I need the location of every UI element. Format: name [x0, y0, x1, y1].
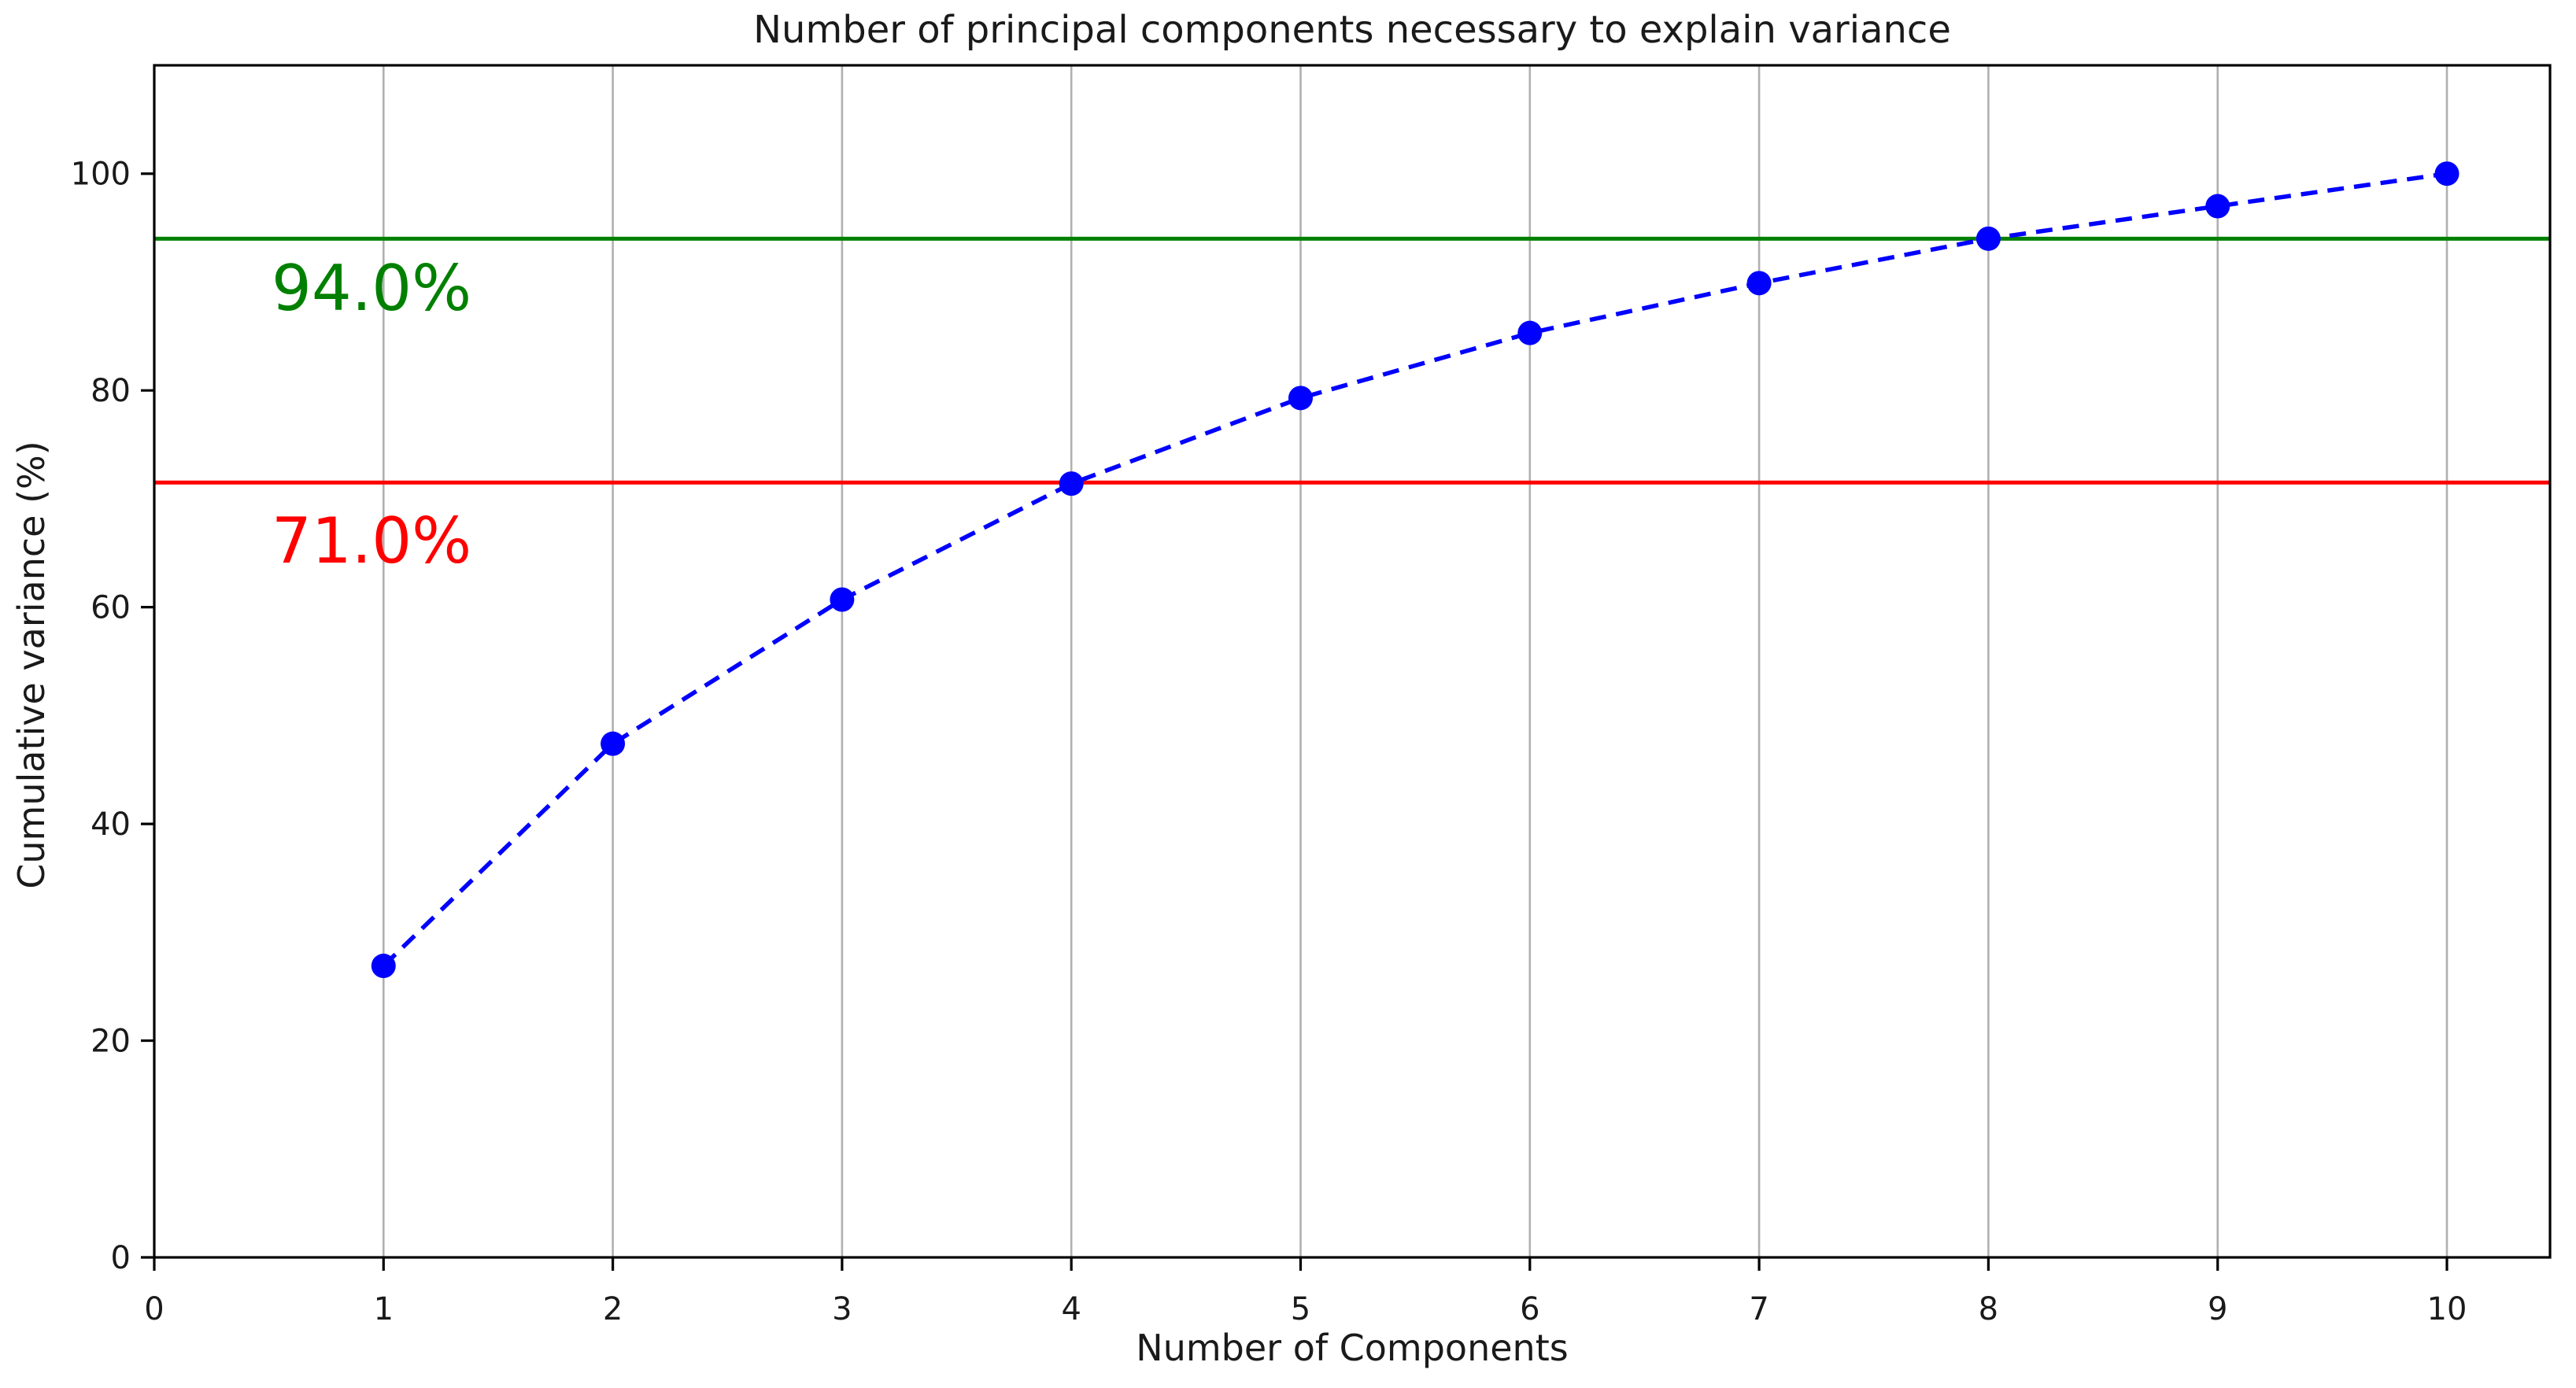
x-tick-label-4: 4 [1061, 1291, 1081, 1327]
chart-title: Number of principal components necessary… [753, 8, 1951, 52]
green-threshold-label: 94.0% [272, 252, 472, 325]
x-tick-label-10: 10 [2427, 1291, 2467, 1327]
data-point-3 [830, 587, 855, 612]
axes-spines [153, 64, 2552, 1259]
data-point-7 [1746, 271, 1772, 296]
series-line-cumulative-variance [382, 172, 2448, 968]
x-tick-label-8: 8 [1979, 1291, 1998, 1327]
data-point-9 [2205, 194, 2230, 219]
x-tick-label-5: 5 [1291, 1291, 1310, 1327]
data-point-1 [371, 954, 396, 979]
y-tick-label-20: 20 [91, 1024, 131, 1060]
red-threshold-label: 71.0% [272, 504, 472, 578]
data-point-2 [601, 731, 626, 756]
y-tick-label-60: 60 [91, 590, 131, 626]
data-point-4 [1059, 471, 1084, 497]
data-point-10 [2434, 161, 2460, 186]
x-tick-label-6: 6 [1520, 1291, 1539, 1327]
x-tick-label-3: 3 [832, 1291, 852, 1327]
data-point-8 [1975, 226, 2001, 251]
x-tick-label-0: 0 [144, 1291, 164, 1327]
x-axis-label: Number of Components [1136, 1327, 1569, 1369]
x-tick-label-1: 1 [374, 1291, 394, 1327]
y-tick-label-80: 80 [91, 373, 131, 409]
y-tick-label-0: 0 [111, 1240, 131, 1276]
data-point-5 [1288, 386, 1313, 411]
data-point-6 [1517, 320, 1543, 345]
x-tick-label-9: 9 [2208, 1291, 2227, 1327]
x-tick-label-2: 2 [603, 1291, 623, 1327]
y-tick-label-40: 40 [91, 807, 131, 843]
x-tick-label-7: 7 [1749, 1291, 1768, 1327]
y-tick-label-100: 100 [71, 157, 131, 193]
